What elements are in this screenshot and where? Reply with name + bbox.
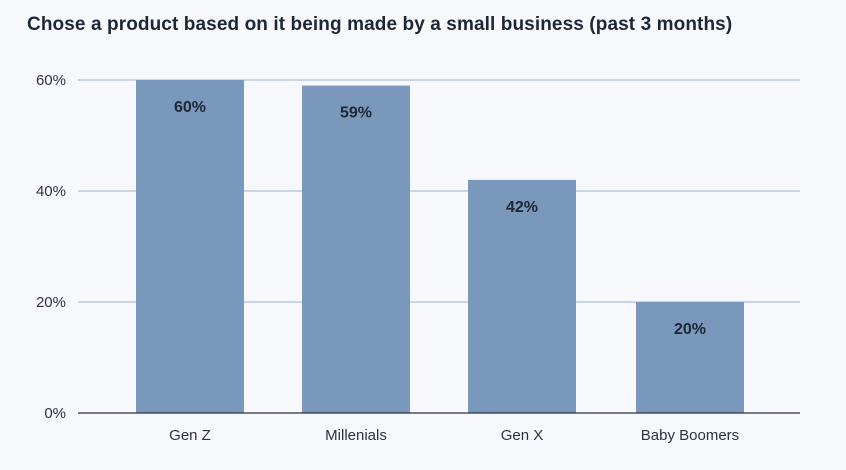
bar-gen-z	[136, 80, 244, 413]
data-label: 20%	[674, 321, 706, 338]
chart-title: Chose a product based on it being made b…	[27, 14, 733, 35]
data-label: 60%	[174, 99, 206, 116]
data-label: 42%	[506, 199, 538, 216]
bar-millenials	[302, 85, 410, 414]
bar-baby-boomers	[636, 302, 744, 413]
bar-gen-x	[468, 179, 576, 413]
x-category-label: Baby Boomers	[641, 427, 739, 444]
y-tick-label: 0%	[44, 405, 66, 422]
data-labels: 60% 59% 42% 20%	[174, 99, 706, 338]
x-category-label: Millenials	[325, 427, 387, 444]
y-tick-label: 20%	[36, 294, 66, 311]
y-tick-label: 40%	[36, 183, 66, 200]
data-label: 59%	[340, 105, 372, 122]
bars	[136, 80, 744, 414]
y-axis-ticks: 0% 20% 40% 60%	[36, 72, 66, 422]
x-category-label: Gen X	[501, 427, 544, 444]
x-axis-categories: Gen Z Millenials Gen X Baby Boomers	[169, 427, 739, 444]
x-category-label: Gen Z	[169, 427, 211, 444]
y-tick-label: 60%	[36, 72, 66, 89]
